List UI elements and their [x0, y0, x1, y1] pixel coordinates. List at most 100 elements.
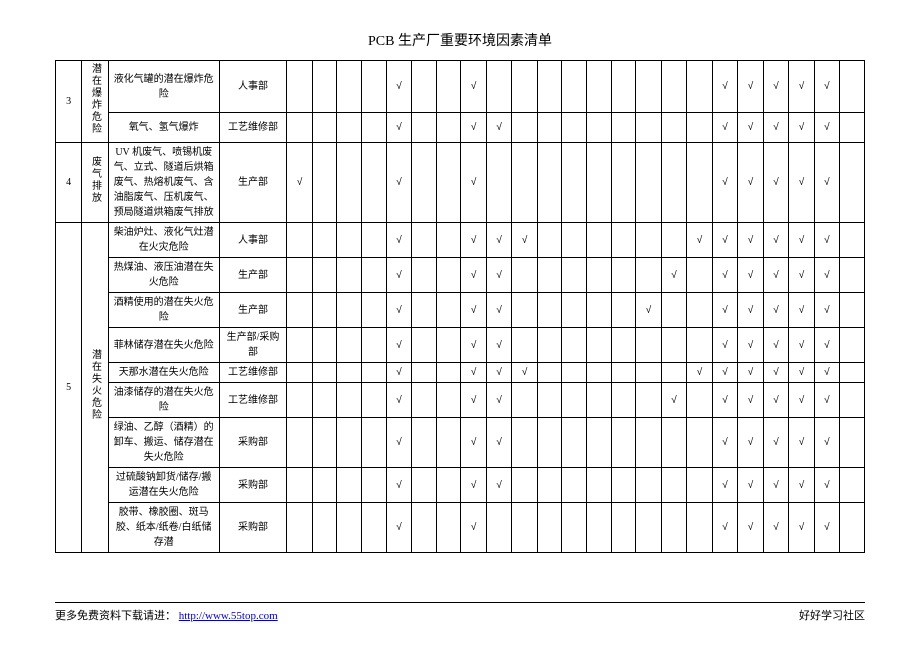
mark-cell [687, 258, 712, 293]
mark-cell [661, 363, 686, 383]
mark-cell [287, 383, 312, 418]
mark-cell: √ [712, 418, 737, 468]
footer-link[interactable]: http://www.55top.com [179, 610, 278, 622]
mark-cell [512, 503, 537, 553]
mark-cell: √ [461, 383, 486, 418]
mark-cell: √ [789, 223, 814, 258]
mark-cell [337, 418, 362, 468]
group-number: 3 [56, 61, 82, 143]
mark-cell: √ [712, 113, 737, 143]
mark-cell: √ [814, 383, 839, 418]
mark-cell [412, 113, 437, 143]
mark-cell [436, 293, 461, 328]
mark-cell: √ [789, 468, 814, 503]
mark-cell: √ [712, 328, 737, 363]
mark-cell: √ [789, 113, 814, 143]
mark-cell [337, 383, 362, 418]
mark-cell [562, 383, 587, 418]
mark-cell [362, 468, 387, 503]
mark-cell [412, 383, 437, 418]
mark-cell [840, 468, 865, 503]
mark-cell [512, 293, 537, 328]
mark-cell [412, 258, 437, 293]
mark-cell [562, 328, 587, 363]
mark-cell [537, 328, 562, 363]
mark-cell: √ [486, 258, 511, 293]
mark-cell [337, 363, 362, 383]
mark-cell [611, 468, 636, 503]
mark-cell [840, 258, 865, 293]
mark-cell: √ [386, 383, 411, 418]
mark-cell [287, 61, 312, 113]
row-description: 油漆储存的潜在失火危险 [108, 383, 219, 418]
mark-cell [312, 503, 337, 553]
row-department: 人事部 [219, 223, 287, 258]
mark-cell: √ [789, 293, 814, 328]
mark-cell [587, 383, 612, 418]
mark-cell [840, 503, 865, 553]
mark-cell [312, 143, 337, 223]
mark-cell [287, 468, 312, 503]
mark-cell [611, 503, 636, 553]
mark-cell: √ [738, 468, 763, 503]
mark-cell: √ [386, 223, 411, 258]
mark-cell [312, 328, 337, 363]
mark-cell [587, 258, 612, 293]
row-description: 氧气、氢气爆炸 [108, 113, 219, 143]
mark-cell: √ [461, 113, 486, 143]
mark-cell [436, 223, 461, 258]
mark-cell: √ [789, 503, 814, 553]
mark-cell [412, 468, 437, 503]
mark-cell: √ [461, 468, 486, 503]
mark-cell: √ [712, 363, 737, 383]
mark-cell [840, 383, 865, 418]
mark-cell: √ [687, 363, 712, 383]
mark-cell: √ [763, 61, 788, 113]
mark-cell: √ [461, 363, 486, 383]
row-description: 过硫酸钠卸货/储存/搬运潜在失火危险 [108, 468, 219, 503]
mark-cell [337, 258, 362, 293]
mark-cell [611, 223, 636, 258]
mark-cell [840, 143, 865, 223]
mark-cell [287, 328, 312, 363]
mark-cell: √ [486, 468, 511, 503]
mark-cell [661, 418, 686, 468]
mark-cell [362, 293, 387, 328]
mark-cell [337, 143, 362, 223]
mark-cell: √ [814, 363, 839, 383]
mark-cell [587, 363, 612, 383]
mark-cell [512, 258, 537, 293]
mark-cell: √ [814, 418, 839, 468]
mark-cell [537, 61, 562, 113]
mark-cell [362, 113, 387, 143]
mark-cell: √ [789, 258, 814, 293]
mark-cell [687, 61, 712, 113]
mark-cell [587, 143, 612, 223]
mark-cell: √ [738, 223, 763, 258]
footer-right: 好好学习社区 [799, 607, 865, 623]
mark-cell [486, 503, 511, 553]
mark-cell [661, 328, 686, 363]
mark-cell: √ [763, 223, 788, 258]
mark-cell [840, 113, 865, 143]
mark-cell [362, 328, 387, 363]
mark-cell: √ [814, 61, 839, 113]
mark-cell [537, 258, 562, 293]
mark-cell [661, 293, 686, 328]
mark-cell [661, 143, 686, 223]
mark-cell [687, 468, 712, 503]
row-description: 绿油、乙醇（酒精）的卸车、搬运、储存潜在失火危险 [108, 418, 219, 468]
mark-cell [287, 293, 312, 328]
mark-cell: √ [738, 363, 763, 383]
mark-cell: √ [461, 61, 486, 113]
mark-cell [312, 293, 337, 328]
mark-cell [362, 258, 387, 293]
row-department: 生产部 [219, 143, 287, 223]
mark-cell [636, 418, 661, 468]
mark-cell [687, 143, 712, 223]
mark-cell: √ [486, 418, 511, 468]
mark-cell: √ [461, 418, 486, 468]
row-department: 采购部 [219, 418, 287, 468]
mark-cell [412, 328, 437, 363]
mark-cell [287, 503, 312, 553]
